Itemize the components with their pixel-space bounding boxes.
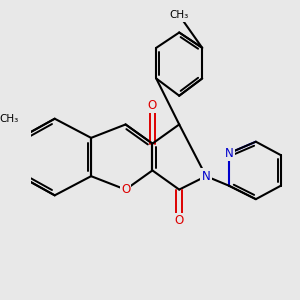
Text: N: N [202,170,210,183]
Text: CH₃: CH₃ [169,10,189,20]
Text: CH₃: CH₃ [0,114,18,124]
Text: O: O [175,214,184,227]
Text: O: O [148,99,157,112]
Text: O: O [121,183,130,196]
Text: N: N [225,147,233,160]
